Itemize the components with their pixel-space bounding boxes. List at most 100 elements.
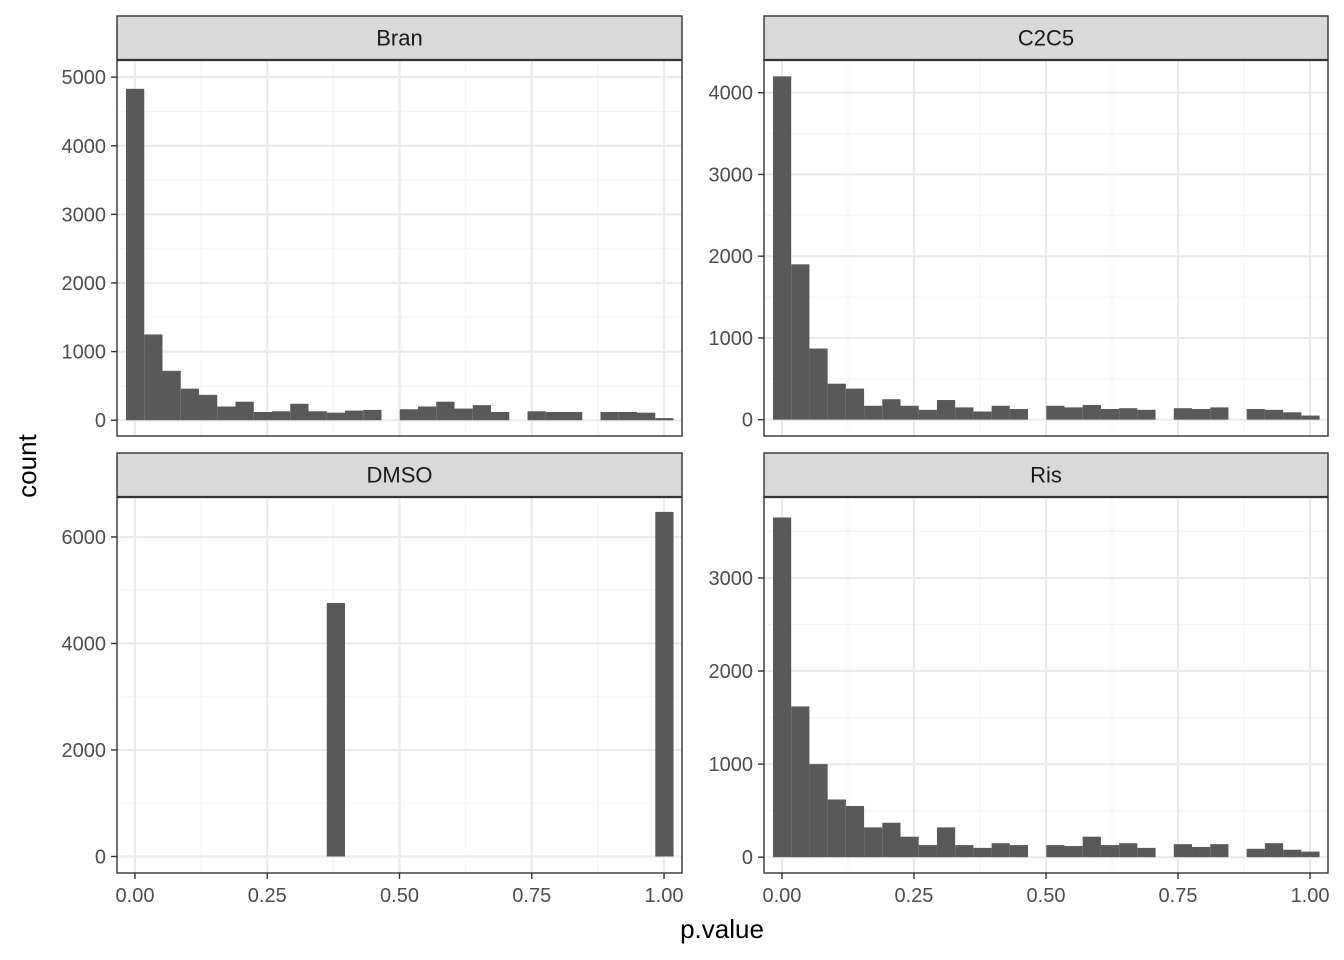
histogram-bar (1246, 848, 1265, 858)
x-tick-label: 0.75 (512, 885, 551, 907)
histogram-bar (882, 399, 901, 420)
facet-strip-label: C2C5 (1018, 26, 1074, 51)
y-tick-label: 1000 (709, 754, 754, 776)
histogram-bar (1283, 849, 1302, 858)
histogram-bar (918, 409, 937, 420)
histogram-bar (1064, 846, 1083, 858)
histogram-bar (1119, 843, 1138, 858)
histogram-bar (472, 405, 492, 421)
histogram-bar (900, 405, 919, 420)
x-tick-label: 1.00 (1291, 885, 1330, 907)
histogram-bar (936, 400, 956, 420)
histogram-bar (290, 403, 309, 421)
facet-strip-label: DMSO (367, 463, 433, 488)
histogram-bar (918, 845, 937, 858)
histogram-bar (1064, 407, 1083, 420)
histogram-bar (1082, 836, 1101, 858)
y-tick-label: 0 (742, 847, 753, 869)
histogram-bar (1210, 844, 1229, 858)
y-axis-title: count (12, 433, 42, 497)
histogram-bar (1173, 844, 1193, 858)
y-tick-label: 6000 (62, 527, 107, 549)
y-tick-label: 0 (742, 410, 753, 432)
histogram-bar (991, 843, 1010, 858)
histogram-bar (655, 511, 674, 857)
x-tick-label: 0.25 (248, 885, 287, 907)
histogram-bar (991, 405, 1010, 420)
histogram-bar (827, 799, 846, 858)
y-tick-label: 2000 (709, 661, 754, 683)
y-tick-label: 3000 (709, 164, 754, 186)
histogram-bar (436, 401, 455, 421)
histogram-bar (864, 405, 883, 420)
histogram-bar (845, 805, 865, 858)
histogram-bar (973, 411, 992, 420)
histogram-bar (845, 388, 865, 420)
facet-panel-dmso: DMSO 0 2000 4000 6000 0.00 0.25 0.50 0.75 1.00 (62, 452, 683, 907)
facet-panel-bran: Bran 0 1000 2000 3000 4000 5000 (62, 15, 683, 437)
x-tick-label: 0.25 (895, 885, 934, 907)
histogram-bar (1301, 851, 1320, 858)
facet-strip (116, 452, 683, 498)
y-tick-label: 5000 (62, 67, 107, 89)
histogram-bar (1210, 407, 1229, 420)
histogram-bar (235, 401, 254, 421)
histogram-bar (618, 411, 638, 421)
x-tick-label: 0.50 (1027, 885, 1066, 907)
histogram-bar (564, 411, 583, 421)
y-tick-label: 4000 (709, 83, 754, 105)
histogram-bar (936, 827, 956, 858)
histogram-bar (399, 409, 419, 421)
y-tick-label: 1000 (62, 342, 107, 364)
histogram-bar (1100, 409, 1120, 420)
y-tick-label: 2000 (709, 246, 754, 268)
histogram-bar (1009, 845, 1029, 858)
y-tick-label: 0 (95, 410, 106, 432)
histogram-bar (827, 383, 846, 420)
histogram-bar (418, 406, 437, 421)
facet-strip (763, 15, 1329, 61)
histogram-bar (1192, 846, 1211, 858)
histogram-bar (180, 388, 199, 421)
histogram-bar (637, 412, 656, 421)
histogram-bar (1100, 845, 1120, 858)
y-tick-label: 4000 (62, 136, 107, 158)
histogram-bar (326, 602, 346, 857)
histogram-bar (882, 822, 901, 858)
histogram-bar (1009, 409, 1029, 420)
histogram-bar (791, 264, 810, 420)
histogram-bar (1119, 408, 1138, 420)
histogram-bar (125, 88, 145, 421)
histogram-bar (809, 764, 828, 858)
histogram-bar (955, 845, 974, 858)
histogram-bar (1264, 409, 1284, 420)
histogram-bar (955, 407, 974, 420)
x-tick-label: 0.00 (762, 885, 801, 907)
histogram-bar (198, 394, 218, 421)
histogram-bar (772, 517, 792, 858)
y-tick-label: 0 (95, 846, 106, 868)
y-tick-label: 4000 (62, 633, 107, 655)
histogram-bar (1264, 843, 1284, 858)
histogram-bar (791, 706, 810, 858)
histogram-bar (1301, 415, 1320, 420)
histogram-bar (1137, 847, 1156, 858)
histogram-bar (308, 411, 327, 421)
histogram-bar (600, 411, 619, 421)
histogram-bar (272, 411, 291, 421)
histogram-bar (217, 406, 236, 421)
facet-panel-ris: Ris 0 1000 2000 3000 0.00 0.25 0.50 0.75 1.00 (709, 452, 1330, 907)
facet-strip-label: Bran (376, 26, 422, 51)
histogram-bar (655, 418, 674, 421)
histogram-bar (491, 411, 510, 421)
histogram-bar (162, 370, 181, 421)
x-tick-label: 0.75 (1159, 885, 1198, 907)
x-axis-title: p.value (680, 914, 764, 944)
y-tick-label: 1000 (709, 328, 754, 350)
histogram-bar (1046, 405, 1065, 420)
histogram-bar (527, 411, 546, 421)
facet-strip (116, 15, 683, 61)
histogram-bar (864, 827, 883, 858)
histogram-bar (1082, 404, 1101, 420)
